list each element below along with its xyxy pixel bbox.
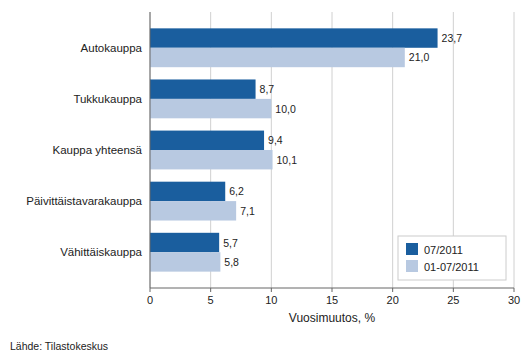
tick-mark: [210, 288, 211, 292]
bar: [150, 131, 264, 150]
legend-box: [398, 236, 506, 280]
legend-label: 07/2011: [424, 244, 463, 256]
x-tick-label: 0: [147, 294, 153, 306]
tick-mark: [514, 288, 515, 292]
y-tick-label: Tukkukauppa: [73, 93, 142, 105]
chart-svg: 0 5 10 15 20 25 30 5,7 6,2 9,4 8,7 23,7 5,8 7,1 10,1 10…: [0, 0, 532, 358]
y-tick-label: Päivittäistavarakauppa: [26, 195, 142, 207]
chart-container: 0 5 10 15 20 25 30 5,7 6,2 9,4 8,7 23,7 5,8 7,1 10,1 10…: [0, 0, 532, 358]
bars: [150, 28, 438, 271]
tick-mark: [392, 288, 393, 292]
data-label: 10,0: [275, 103, 296, 115]
data-labels: 5,7 6,2 9,4 8,7 23,7 5,8 7,1 10,1 10,0 21,0: [223, 32, 462, 268]
x-tick-label: 20: [387, 294, 399, 306]
tick-mark: [150, 288, 151, 292]
data-label: 6,2: [229, 185, 244, 197]
bar: [150, 28, 438, 47]
data-label: 10,1: [277, 154, 298, 166]
bar: [150, 150, 273, 169]
tick-mark: [332, 288, 333, 292]
data-label: 8,7: [260, 83, 275, 95]
x-tick-label: 10: [265, 294, 277, 306]
y-tick-label: Vähittäiskauppa: [60, 246, 142, 258]
data-label: 5,7: [223, 237, 238, 249]
legend: 07/2011 01-07/2011: [398, 236, 506, 280]
grid: [150, 12, 514, 288]
tick-mark: [453, 288, 454, 292]
y-tick-label: Kauppa yhteensä: [52, 144, 142, 156]
x-axis-line: [150, 288, 514, 289]
x-tick-label: 30: [508, 294, 520, 306]
grid-line: [514, 12, 515, 288]
legend-swatch: [406, 243, 418, 255]
data-label: 9,4: [268, 134, 283, 146]
footnote: Lähde: Tilastokeskus: [10, 340, 108, 352]
x-tick-label: 25: [447, 294, 459, 306]
bar: [150, 233, 219, 252]
data-label: 21,0: [409, 51, 430, 63]
y-tick-label: Autokauppa: [81, 42, 143, 54]
legend-label: 01-07/2011: [424, 261, 479, 273]
bar: [150, 48, 405, 67]
bar: [150, 201, 236, 220]
x-tick-label: 5: [208, 294, 214, 306]
data-label: 5,8: [224, 256, 239, 268]
x-tick-label: 15: [326, 294, 338, 306]
bar: [150, 182, 225, 201]
tick-mark: [271, 288, 272, 292]
y-axis-line: [150, 12, 151, 288]
bar: [150, 252, 220, 271]
data-label: 23,7: [442, 32, 463, 44]
bar: [150, 99, 271, 118]
legend-swatch: [406, 260, 418, 272]
x-axis-label: Vuosimuutos, %: [289, 311, 376, 325]
data-label: 7,1: [240, 205, 255, 217]
grid-line: [150, 12, 151, 288]
bar: [150, 79, 256, 98]
